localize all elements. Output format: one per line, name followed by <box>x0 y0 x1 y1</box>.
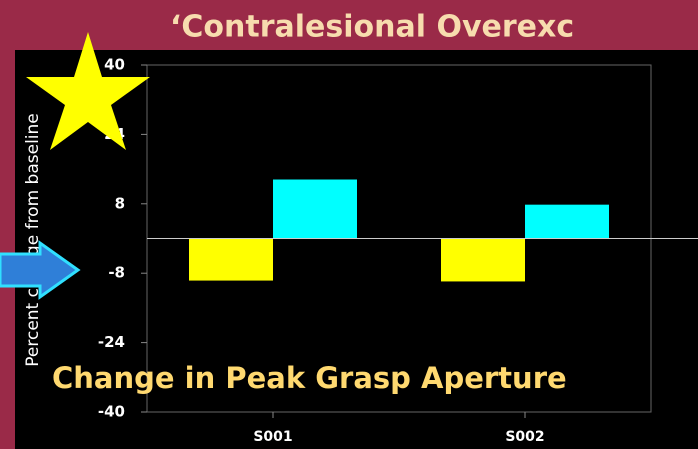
plot: -40-24-882440S001S002 <box>98 56 698 445</box>
y-axis-label: Percent change from baseline <box>23 113 43 367</box>
slide-title: ‘Contralesional Overexc <box>170 10 574 45</box>
arrow-icon <box>0 240 81 300</box>
star-icon <box>26 32 150 150</box>
bar <box>441 238 525 282</box>
bar <box>189 238 273 281</box>
annotation: Change in Peak Grasp Aperture <box>52 361 567 395</box>
x-tick-label: S002 <box>505 429 544 445</box>
y-tick-label: -40 <box>98 403 125 421</box>
x-tick-label: S001 <box>253 429 292 445</box>
bar <box>525 204 609 239</box>
y-tick-label: 40 <box>104 56 125 74</box>
bar <box>273 179 357 239</box>
y-tick-label: -8 <box>108 264 125 282</box>
slide-panel <box>15 50 698 449</box>
y-tick-label: 8 <box>115 194 125 212</box>
y-tick-label: -24 <box>98 333 125 351</box>
